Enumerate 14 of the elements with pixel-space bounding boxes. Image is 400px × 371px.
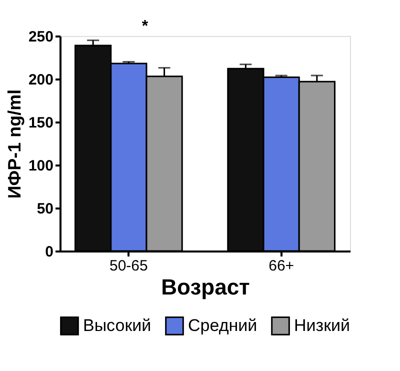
- y-tick-label: 0: [45, 244, 54, 260]
- legend-label: Низкий: [294, 316, 350, 335]
- legend-label: Средний: [188, 316, 258, 335]
- text: *: [142, 18, 149, 35]
- y-tick-label: 250: [28, 28, 54, 46]
- legend-label: Высокий: [83, 316, 152, 335]
- x-tick-label: 66+: [268, 258, 294, 274]
- y-axis-title: ИФР-1 ng/ml: [4, 89, 24, 199]
- y-tick-label: 150: [28, 114, 54, 132]
- x-axis-title: Возраст: [161, 274, 250, 300]
- y-tick-label: 200: [28, 72, 54, 88]
- x-tick-label: 50-65: [109, 258, 148, 274]
- y-tick-label: 50: [36, 200, 54, 218]
- y-tick-label: 100: [28, 158, 54, 174]
